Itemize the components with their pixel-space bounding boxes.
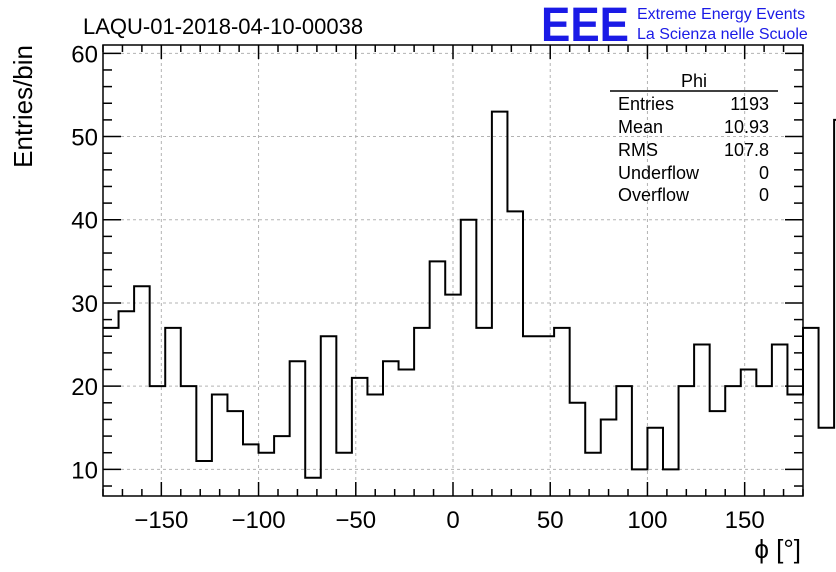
chart-title: LAQU-01-2018-04-10-00038 [83,14,363,39]
x-tick-label: −50 [335,507,376,534]
stats-label-underflow: Underflow [618,163,700,183]
stats-title: Phi [681,71,707,91]
y-axis-label: Entries/bin [8,45,38,168]
stats-value-overflow: 0 [759,185,769,205]
stats-label-rms: RMS [618,140,658,160]
logo-line1: Extreme Energy Events [637,6,805,23]
grid [103,45,803,496]
x-tick-label: 50 [537,507,564,534]
y-tick-labels: 10 20 30 40 50 60 [71,41,98,484]
x-tick-labels: −150 −100 −50 0 50 100 150 [134,507,764,534]
x-axis-label: ϕ [°] [754,534,801,564]
stats-value-entries: 1193 [730,94,769,114]
stats-label-entries: Entries [618,94,674,114]
y-tick-label: 20 [71,374,98,401]
logo-mark: EEE [541,0,629,52]
stats-label-mean: Mean [618,117,663,137]
y-tick-label: 60 [71,41,98,68]
y-tick-label: 50 [71,125,98,152]
x-tick-label: 150 [725,507,765,534]
stats-box: Phi Entries 1193 Mean 10.93 RMS 107.8 Un… [610,71,778,205]
stats-value-underflow: 0 [759,163,769,183]
x-tick-label: 100 [627,507,667,534]
stats-value-mean: 10.93 [724,117,769,137]
eee-logo: EEE Extreme Energy Events La Scienza nel… [541,0,808,52]
y-tick-label: 30 [71,291,98,318]
x-tick-label: 0 [446,507,459,534]
x-tick-label: −150 [134,507,188,534]
y-tick-label: 10 [71,457,98,484]
axis-ticks [102,45,804,496]
x-tick-label: −100 [232,507,286,534]
y-tick-label: 40 [71,208,98,235]
histogram-series [103,110,836,479]
stats-value-rms: 107.8 [724,140,769,160]
logo-line2: La Scienza nelle Scuole [637,26,808,43]
stats-label-overflow: Overflow [618,185,690,205]
